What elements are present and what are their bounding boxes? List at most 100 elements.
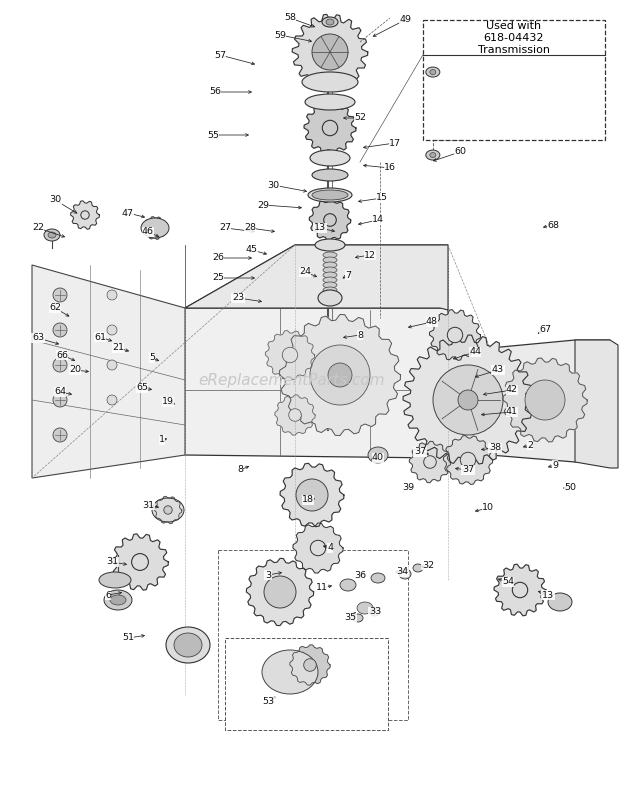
Ellipse shape — [525, 380, 565, 420]
Circle shape — [322, 120, 338, 136]
Text: 57: 57 — [214, 51, 226, 59]
Ellipse shape — [323, 287, 337, 293]
Text: 3: 3 — [265, 570, 271, 580]
Circle shape — [289, 409, 301, 421]
Ellipse shape — [353, 614, 363, 622]
Text: 31: 31 — [106, 557, 118, 566]
Text: 13: 13 — [542, 590, 554, 600]
Ellipse shape — [312, 34, 348, 70]
Circle shape — [164, 506, 172, 514]
Text: 28: 28 — [244, 224, 256, 233]
Circle shape — [81, 211, 89, 219]
Ellipse shape — [53, 393, 67, 407]
Polygon shape — [423, 20, 604, 140]
Ellipse shape — [141, 218, 169, 238]
Ellipse shape — [166, 627, 210, 663]
Text: 12: 12 — [364, 250, 376, 260]
Text: 65: 65 — [136, 383, 148, 392]
Polygon shape — [280, 314, 401, 435]
Text: 20: 20 — [69, 366, 81, 375]
Text: 19: 19 — [162, 398, 174, 407]
Text: 46: 46 — [142, 228, 154, 237]
Circle shape — [151, 225, 159, 232]
Polygon shape — [71, 200, 99, 229]
Text: 33: 33 — [369, 607, 381, 617]
Text: 39: 39 — [402, 484, 414, 492]
Text: 50: 50 — [564, 484, 576, 492]
Text: 62: 62 — [49, 303, 61, 313]
Text: 59: 59 — [274, 30, 286, 39]
Ellipse shape — [340, 579, 356, 591]
Ellipse shape — [328, 363, 352, 387]
Circle shape — [270, 581, 291, 602]
Ellipse shape — [312, 190, 348, 200]
Ellipse shape — [433, 365, 503, 435]
Circle shape — [310, 541, 326, 556]
Polygon shape — [154, 496, 182, 524]
Ellipse shape — [323, 267, 337, 273]
Text: 41: 41 — [506, 407, 518, 416]
Circle shape — [304, 658, 316, 671]
Text: 15: 15 — [376, 193, 388, 202]
Polygon shape — [265, 330, 314, 379]
Ellipse shape — [323, 262, 337, 268]
Text: 52: 52 — [354, 114, 366, 123]
Circle shape — [448, 379, 489, 420]
Ellipse shape — [323, 277, 337, 283]
Text: 42: 42 — [506, 386, 518, 395]
Text: 6: 6 — [105, 590, 111, 600]
Circle shape — [321, 356, 359, 395]
Text: 1: 1 — [159, 435, 165, 444]
Ellipse shape — [305, 94, 355, 110]
Text: 22: 22 — [32, 224, 44, 233]
Text: 8: 8 — [237, 465, 243, 475]
Text: 14: 14 — [372, 216, 384, 225]
Polygon shape — [290, 645, 330, 685]
Text: 45: 45 — [246, 245, 258, 254]
Circle shape — [324, 213, 336, 226]
Polygon shape — [409, 441, 451, 483]
Text: 56: 56 — [209, 87, 221, 96]
Ellipse shape — [430, 70, 436, 75]
Circle shape — [282, 347, 298, 363]
Text: 54: 54 — [502, 577, 514, 586]
Polygon shape — [280, 464, 344, 527]
Ellipse shape — [426, 150, 440, 160]
Text: 17: 17 — [389, 139, 401, 148]
Ellipse shape — [302, 72, 358, 92]
Text: 30: 30 — [267, 180, 279, 189]
Text: eReplacementParts.com: eReplacementParts.com — [198, 374, 385, 388]
Ellipse shape — [323, 257, 337, 263]
Circle shape — [460, 452, 476, 468]
Text: 32: 32 — [422, 561, 434, 569]
Text: 53: 53 — [262, 698, 274, 707]
Text: 21: 21 — [112, 343, 124, 353]
Text: 10: 10 — [482, 504, 494, 512]
Text: 26: 26 — [212, 253, 224, 262]
Polygon shape — [246, 558, 314, 626]
Text: 16: 16 — [384, 164, 396, 172]
Polygon shape — [304, 102, 356, 154]
Text: 48: 48 — [426, 318, 438, 326]
Polygon shape — [112, 534, 168, 590]
Text: 35: 35 — [344, 614, 356, 622]
Polygon shape — [503, 358, 587, 442]
Ellipse shape — [399, 569, 411, 579]
Text: 34: 34 — [396, 568, 408, 577]
Text: 37: 37 — [462, 465, 474, 475]
Text: 63: 63 — [32, 334, 44, 342]
Text: 38: 38 — [489, 444, 501, 452]
Ellipse shape — [296, 479, 328, 511]
Ellipse shape — [370, 608, 380, 616]
Ellipse shape — [53, 358, 67, 372]
Ellipse shape — [264, 576, 296, 608]
Text: 51: 51 — [122, 634, 134, 642]
Ellipse shape — [53, 288, 67, 302]
Polygon shape — [143, 217, 167, 239]
Ellipse shape — [99, 572, 131, 588]
Ellipse shape — [323, 282, 337, 288]
Ellipse shape — [174, 633, 202, 657]
Text: Used with
618-04432
Transmission: Used with 618-04432 Transmission — [477, 22, 550, 55]
Text: 18: 18 — [302, 496, 314, 504]
Circle shape — [319, 41, 341, 63]
